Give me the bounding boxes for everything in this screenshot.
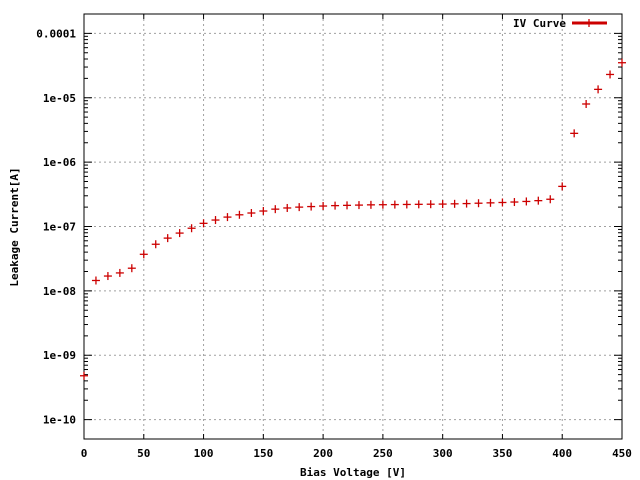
data-point: [343, 201, 352, 210]
data-point: [510, 198, 519, 207]
x-tick-label: 200: [313, 447, 333, 460]
data-point: [175, 229, 184, 238]
data-point: [558, 182, 567, 191]
data-point: [522, 197, 531, 206]
data-point: [307, 202, 316, 211]
data-point: [486, 198, 495, 207]
x-tick-label: 400: [552, 447, 572, 460]
data-point: [295, 203, 304, 212]
legend-label-iv-curve: IV Curve: [513, 17, 566, 30]
data-point: [127, 264, 136, 273]
data-point: [151, 240, 160, 249]
x-tick-label: 450: [612, 447, 632, 460]
data-point: [139, 250, 148, 259]
data-point: [319, 202, 328, 211]
x-tick-label: 0: [81, 447, 88, 460]
data-point: [582, 99, 591, 108]
x-axis-ticks: 0 50 100 150 200 250 300 350 400 450: [81, 14, 632, 460]
x-tick-label: 150: [253, 447, 273, 460]
data-point: [331, 201, 340, 210]
data-point: [271, 205, 280, 214]
x-tick-label: 300: [433, 447, 453, 460]
grid-lines: [84, 14, 622, 439]
y-tick-label: 0.0001: [36, 27, 76, 40]
data-point: [462, 199, 471, 208]
data-point: [115, 268, 124, 277]
data-point: [235, 210, 244, 219]
y-tick-label: 1e-07: [43, 221, 76, 234]
data-point: [259, 207, 268, 216]
x-axis-label: Bias Voltage [V]: [300, 466, 406, 479]
x-tick-label: 250: [373, 447, 393, 460]
data-point: [103, 272, 112, 281]
y-axis-ticks: 1e-10 1e-09 1e-08 1e-07 1e-06 1e-05 0.0001: [36, 27, 622, 427]
data-point: [402, 200, 411, 209]
data-point: [354, 201, 363, 210]
x-tick-label: 100: [194, 447, 214, 460]
data-point: [366, 200, 375, 209]
data-series-iv-curve: [80, 58, 626, 380]
data-point: [199, 219, 208, 228]
data-point: [570, 129, 579, 138]
data-point: [163, 234, 172, 243]
data-point: [450, 199, 459, 208]
data-point: [498, 198, 507, 207]
data-point: [91, 276, 100, 285]
data-point: [474, 199, 483, 208]
y-tick-label: 1e-05: [43, 92, 76, 105]
data-point: [187, 224, 196, 233]
y-tick-label: 1e-10: [43, 414, 76, 427]
data-point: [223, 213, 232, 222]
data-point: [283, 203, 292, 212]
data-point: [378, 200, 387, 209]
legend: IV Curve: [513, 17, 607, 30]
data-point: [594, 85, 603, 94]
data-point: [390, 200, 399, 209]
x-tick-label: 350: [493, 447, 513, 460]
data-point: [438, 200, 447, 209]
data-point: [211, 216, 220, 225]
data-point: [80, 371, 88, 380]
data-point: [606, 70, 615, 79]
y-axis-label: Leakage Current[A]: [8, 167, 21, 286]
data-point: [546, 195, 555, 204]
x-tick-label: 50: [137, 447, 150, 460]
y-tick-label: 1e-09: [43, 349, 76, 362]
data-point: [247, 209, 256, 218]
y-tick-label: 1e-06: [43, 156, 76, 169]
y-tick-label: 1e-08: [43, 285, 76, 298]
data-point: [618, 58, 626, 67]
data-point: [426, 200, 435, 209]
data-point: [414, 200, 423, 209]
data-point: [534, 196, 543, 205]
